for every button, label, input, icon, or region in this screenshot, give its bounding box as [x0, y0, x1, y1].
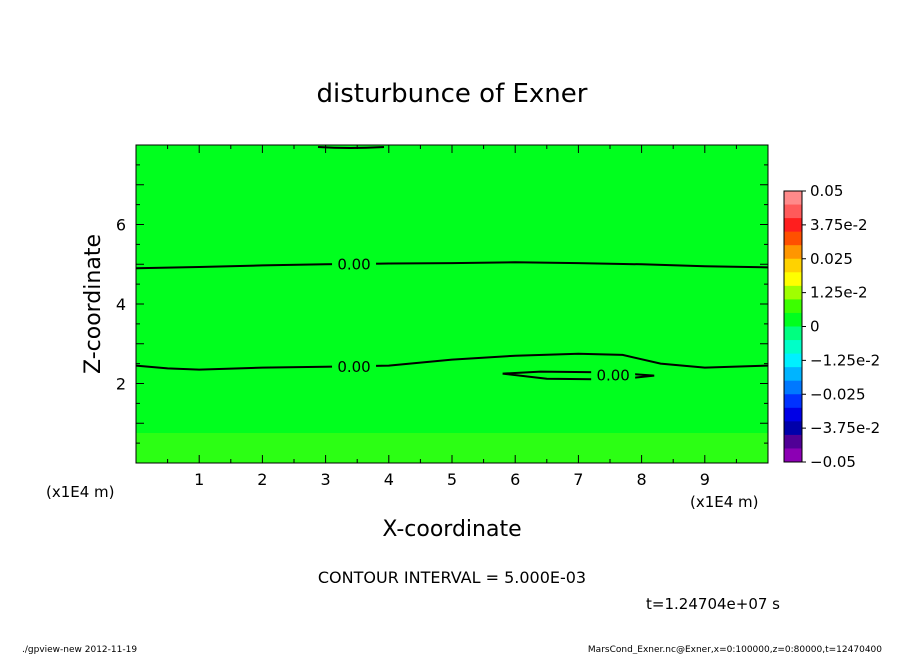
colorbar-swatch — [784, 231, 802, 246]
colorbar-swatch — [784, 394, 802, 409]
y-axis-label: Z-coordinate — [81, 234, 106, 374]
footer-right: MarsCond_Exner.nc@Exner,x=0:100000,z=0:8… — [588, 645, 882, 654]
x-tick-label: 5 — [447, 470, 457, 489]
colorbar-swatch — [784, 353, 802, 368]
x-tick-label: 7 — [573, 470, 583, 489]
footer-left: ./gpview-new 2012-11-19 — [22, 645, 137, 654]
colorbar-swatch — [784, 272, 802, 287]
colorbar-swatch — [784, 380, 802, 395]
contour-line-1 — [135, 352, 769, 371]
y-tick-label: 6 — [116, 216, 126, 235]
colorbar-label: −0.05 — [810, 453, 856, 471]
contour-fill — [136, 145, 768, 463]
plot-area: 0.00 0.00 0.00 1 2 3 4 5 6 7 8 9 2 4 6 — [116, 144, 769, 489]
colorbar-swatch — [784, 340, 802, 355]
chart-title: disturbunce of Exner — [317, 79, 588, 109]
colorbar-swatch — [784, 407, 802, 422]
contour-label-bg — [332, 255, 377, 272]
top-small-contour — [317, 146, 385, 149]
colorbar-swatch — [784, 312, 802, 327]
colorbar-label: 1.25e-2 — [810, 284, 868, 302]
colorbar-swatch — [784, 421, 802, 436]
colorbar-swatch — [784, 448, 802, 463]
contour-lines: 0.00 0.00 0.00 — [135, 255, 769, 385]
y-axis-ticks: 2 4 6 — [116, 144, 768, 464]
colorbar-label: −3.75e-2 — [810, 419, 880, 437]
x-tick-label: 1 — [194, 470, 204, 489]
contour-interval: CONTOUR INTERVAL = 5.000E-03 — [318, 568, 586, 587]
contour-label-bg — [332, 357, 377, 374]
colorbar-swatch — [784, 434, 802, 449]
contour-label-bg — [591, 366, 636, 383]
colorbar-label: 0 — [810, 318, 820, 336]
contour-label: 0.00 — [337, 255, 370, 273]
x-unit-right: (x1E4 m) — [690, 493, 759, 511]
y-tick-label: 4 — [116, 295, 126, 314]
colorbar-label: −1.25e-2 — [810, 351, 880, 369]
x-axis-label: X-coordinate — [382, 517, 521, 542]
colorbar-label: 3.75e-2 — [810, 216, 868, 234]
colorbar-swatch — [784, 285, 802, 300]
y-tick-label: 2 — [116, 375, 126, 394]
colorbar-swatch — [784, 367, 802, 382]
colorbar-swatch — [784, 191, 802, 206]
contour-line-0 — [135, 261, 769, 270]
colorbar: 0.05 3.75e-2 0.025 1.25e-2 0 −1.25e-2 −0.025 −3… — [783, 182, 880, 471]
colorbar-label: 0.025 — [810, 250, 853, 268]
x-tick-label: 4 — [384, 470, 394, 489]
colorbar-swatch — [784, 245, 802, 260]
x-tick-label: 9 — [700, 470, 710, 489]
contour-label: 0.00 — [337, 358, 370, 376]
colorbar-label: −0.025 — [810, 385, 866, 403]
colorbar-swatch — [784, 218, 802, 233]
colorbar-label: 0.05 — [810, 182, 843, 200]
x-tick-label: 3 — [321, 470, 331, 489]
colorbar-swatch — [784, 258, 802, 273]
x-tick-label: 2 — [257, 470, 267, 489]
x-axis-ticks: 1 2 3 4 5 6 7 8 9 — [135, 145, 769, 489]
colorbar-swatch — [784, 204, 802, 219]
x-tick-label: 6 — [510, 470, 520, 489]
x-tick-label: 8 — [637, 470, 647, 489]
x-unit-left: (x1E4 m) — [46, 483, 115, 501]
contour-line-2 — [502, 370, 655, 381]
colorbar-swatch — [784, 326, 802, 341]
contour-label: 0.00 — [596, 367, 629, 385]
time-label: t=1.24704e+07 s — [646, 595, 780, 613]
colorbar-swatch — [784, 299, 802, 314]
